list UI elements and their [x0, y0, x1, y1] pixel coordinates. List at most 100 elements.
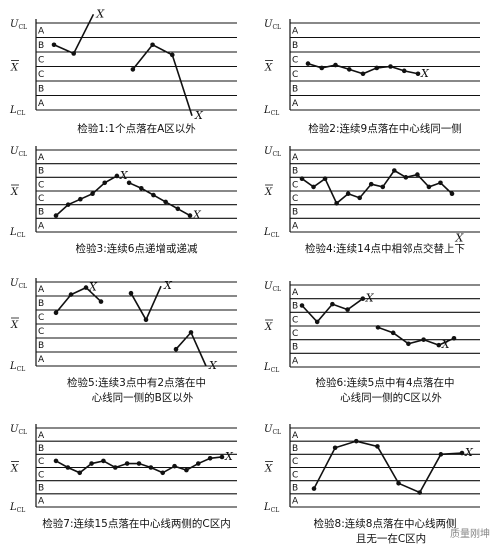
- data-point: [53, 213, 59, 218]
- data-point: [380, 184, 386, 190]
- data-point: [207, 455, 213, 461]
- data-point: [77, 470, 83, 476]
- out-of-control-marker: X: [95, 7, 105, 20]
- data-point: [143, 317, 149, 323]
- zone-label-b: B: [38, 444, 44, 454]
- out-of-control-marker: X: [119, 169, 129, 182]
- data-point: [112, 465, 118, 470]
- ucl-label: UCL: [264, 281, 281, 293]
- data-point: [184, 467, 189, 473]
- series-line-1: [55, 286, 102, 314]
- lcl-label: LCL: [9, 105, 25, 117]
- data-point: [459, 450, 465, 456]
- center-label: X: [10, 63, 19, 74]
- data-point: [148, 465, 154, 470]
- data-point: [188, 330, 194, 335]
- chart-caption: 检验8:连续8点落在中心线两侧: [314, 517, 457, 530]
- data-point: [406, 341, 411, 347]
- lcl-label: LCL: [9, 227, 25, 239]
- data-point: [163, 199, 168, 205]
- data-point: [353, 438, 359, 444]
- data-point: [138, 185, 144, 191]
- series-line-2: [128, 182, 191, 217]
- out-of-control-marker: X: [420, 67, 430, 80]
- data-point: [388, 64, 393, 69]
- data-point: [449, 191, 455, 197]
- chart-caption: 检验7:连续15点落在中心线两侧的C区内: [42, 517, 230, 530]
- out-of-control-marker: X: [194, 109, 204, 122]
- zone-label-a: A: [292, 26, 299, 36]
- zone-label-b: B: [38, 299, 44, 309]
- chart-caption: 心线同一侧的C区以外: [340, 391, 442, 404]
- chart-caption: 检验1:1个点落在A区以外: [77, 122, 196, 135]
- data-point: [305, 61, 311, 66]
- data-point: [311, 184, 316, 190]
- zone-label-c: C: [292, 55, 298, 65]
- data-point: [195, 461, 201, 466]
- data-point: [314, 319, 320, 325]
- out-of-control-marker: X: [88, 281, 98, 294]
- data-point: [83, 285, 89, 290]
- center-label: X: [264, 464, 273, 475]
- zone-label-c: C: [38, 313, 44, 323]
- data-point: [68, 292, 74, 297]
- zone-label-a: A: [38, 355, 45, 365]
- data-point: [219, 454, 225, 460]
- ucl-label: UCL: [10, 278, 27, 290]
- zone-label-c: C: [292, 70, 298, 80]
- zone-label-b: B: [38, 341, 44, 351]
- zone-label-c: C: [38, 70, 44, 80]
- data-point: [322, 176, 328, 181]
- data-point: [126, 180, 132, 186]
- zone-label-b: B: [292, 208, 298, 218]
- out-of-control-marker: X: [208, 359, 218, 372]
- zone-label-c: C: [38, 55, 44, 65]
- zone-label-b: B: [38, 208, 44, 218]
- zone-label-b: B: [292, 41, 298, 51]
- data-point: [421, 337, 426, 342]
- zone-label-a: A: [292, 153, 299, 163]
- center-label: X: [10, 187, 19, 198]
- data-point: [65, 202, 71, 207]
- data-point: [375, 444, 380, 449]
- chart-caption: 且无一在C区内: [356, 532, 426, 545]
- center-label: X: [264, 322, 273, 333]
- zone-label-c: C: [292, 180, 298, 190]
- chart-caption: 检验2:连续9点落在中心线同一侧: [308, 122, 461, 135]
- data-point: [415, 71, 421, 77]
- out-of-control-marker: X: [454, 231, 464, 244]
- zone-label-a: A: [38, 285, 45, 295]
- data-point: [360, 296, 366, 301]
- zone-label-a: A: [292, 288, 299, 298]
- center-label: X: [10, 464, 19, 475]
- data-point: [130, 67, 136, 72]
- data-point: [403, 175, 409, 180]
- data-point: [150, 42, 155, 48]
- series-line-2: [130, 285, 162, 322]
- zone-label-a: A: [292, 99, 299, 109]
- zone-label-b: B: [292, 444, 298, 454]
- zone-label-a: A: [38, 153, 45, 163]
- data-point: [451, 336, 457, 341]
- chart-caption: 心线同一侧的B区以外: [92, 391, 194, 404]
- data-point: [128, 290, 134, 296]
- chart-caption: 检验3:连续6点递增或递减: [76, 242, 198, 255]
- data-point: [299, 176, 305, 181]
- series-line-1: [55, 175, 118, 217]
- chart-caption: 检验5:连续3点中有2点落在中: [67, 376, 206, 389]
- series-line-1: [313, 440, 463, 494]
- data-point: [346, 67, 352, 72]
- zone-label-a: A: [292, 497, 299, 507]
- data-point: [53, 310, 59, 316]
- chart-caption: 检验4:连续14点中相邻点交替上下: [305, 242, 465, 255]
- watermark: 质量刚坤: [450, 527, 490, 540]
- data-point: [78, 196, 83, 202]
- lcl-label: LCL: [263, 227, 279, 239]
- out-of-control-marker: X: [441, 338, 451, 351]
